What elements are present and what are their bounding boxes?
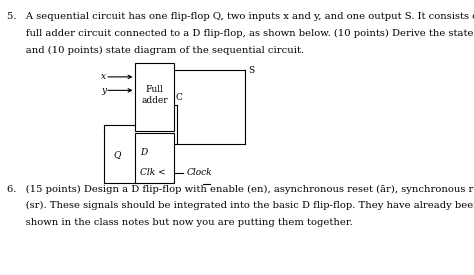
- Text: y: y: [101, 86, 106, 95]
- Text: shown in the class notes but now you are putting them together.: shown in the class notes but now you are…: [7, 218, 353, 227]
- Text: D: D: [140, 148, 147, 157]
- Text: Q: Q: [113, 150, 120, 159]
- Text: C: C: [176, 94, 182, 103]
- Bar: [136, 133, 174, 183]
- Text: and (10 points) state diagram of the sequential circuit.: and (10 points) state diagram of the seq…: [7, 46, 304, 55]
- Text: S: S: [248, 66, 254, 75]
- Text: Clock: Clock: [187, 168, 212, 177]
- Text: 6.   (15 points) Design a D flip-flop with enable (en), asynchronous reset (ār),: 6. (15 points) Design a D flip-flop with…: [7, 185, 474, 194]
- Text: Full
adder: Full adder: [141, 85, 168, 104]
- Bar: [136, 64, 174, 131]
- Text: Clk <: Clk <: [140, 168, 165, 177]
- Text: (sr). These signals should be integrated into the basic D flip-flop. They have a: (sr). These signals should be integrated…: [7, 201, 474, 210]
- Text: x: x: [101, 72, 106, 81]
- Text: full adder circuit connected to a D flip-flop, as shown below. (10 points) Deriv: full adder circuit connected to a D flip…: [7, 29, 474, 38]
- Text: 5.   A sequential circuit has one flip-flop Q, two inputs x and y, and one outpu: 5. A sequential circuit has one flip-flo…: [7, 12, 474, 21]
